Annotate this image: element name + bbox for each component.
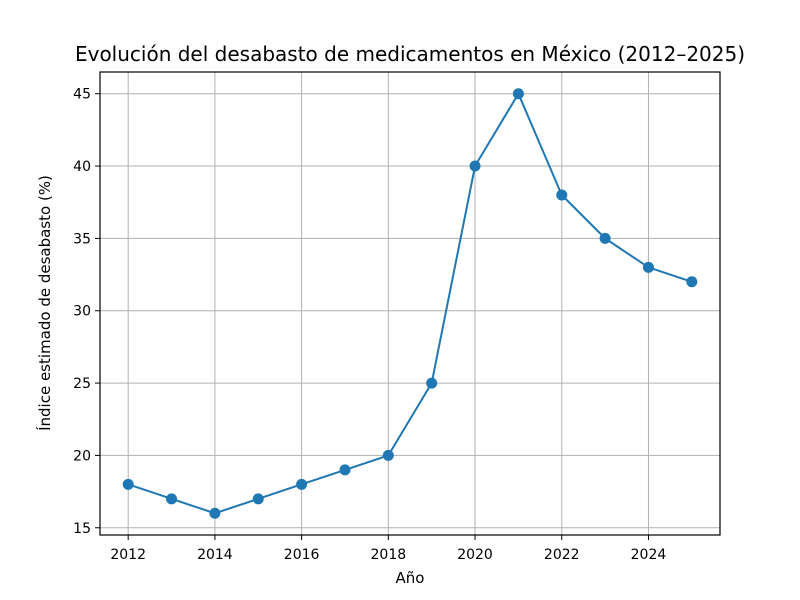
- y-tick-label: 25: [73, 376, 91, 392]
- y-axis-label: Índice estimado de desabasto (%): [35, 175, 54, 431]
- data-point: [209, 507, 221, 519]
- data-point: [599, 232, 611, 244]
- data-point: [166, 493, 178, 505]
- data-point: [469, 160, 481, 172]
- plot-frame: [99, 71, 721, 536]
- series-layer: [122, 88, 698, 519]
- y-axis-ticks: 15 20 25 30 35 40 45: [73, 87, 100, 537]
- y-tick-label: 40: [73, 159, 91, 175]
- x-tick-label: 2022: [544, 547, 580, 563]
- data-point: [686, 276, 698, 288]
- x-tick-label: 2018: [371, 547, 407, 563]
- x-tick-label: 2020: [457, 547, 493, 563]
- x-tick-label: 2012: [110, 547, 146, 563]
- data-point: [426, 377, 438, 389]
- data-point: [642, 261, 654, 273]
- x-tick-label: 2024: [631, 547, 667, 563]
- x-tick-label: 2016: [284, 547, 320, 563]
- data-point: [556, 189, 568, 201]
- data-point: [252, 493, 264, 505]
- data-point: [382, 449, 394, 461]
- data-point: [296, 478, 308, 490]
- data-point: [339, 464, 351, 476]
- data-point: [512, 88, 524, 100]
- data-point: [122, 478, 134, 490]
- y-tick-label: 20: [73, 448, 91, 464]
- x-tick-label: 2014: [197, 547, 233, 563]
- y-tick-label: 45: [73, 87, 91, 103]
- x-axis-label: Año: [396, 569, 425, 587]
- series-line: [127, 92, 693, 515]
- y-tick-label: 15: [73, 521, 91, 537]
- grid-lines: [100, 72, 720, 535]
- y-tick-label: 35: [73, 231, 91, 247]
- chart-title: Evolución del desabasto de medicamentos …: [75, 42, 745, 66]
- x-axis-ticks: 2012 2014 2016 2018 2020 2022 2024: [110, 535, 666, 563]
- y-tick-label: 30: [73, 304, 91, 320]
